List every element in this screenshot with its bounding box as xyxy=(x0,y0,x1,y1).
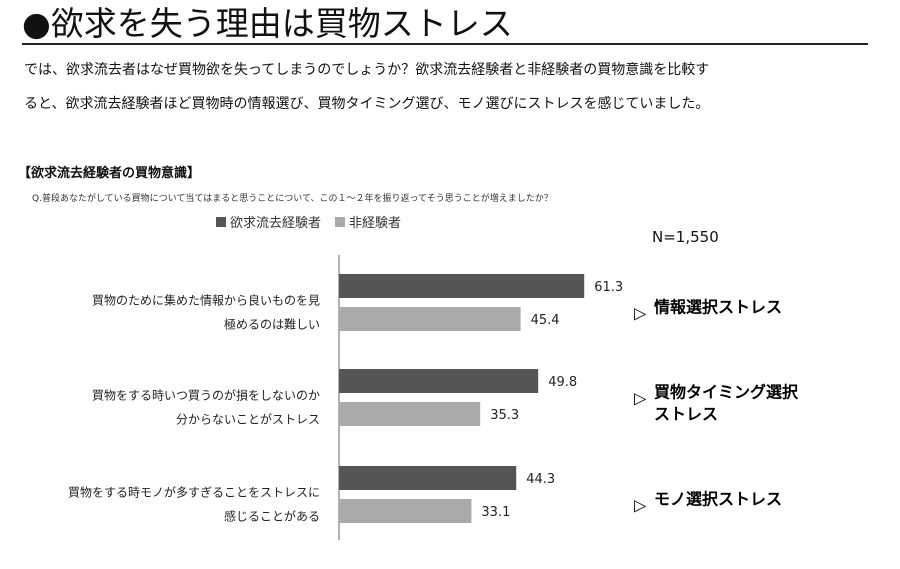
legend-item-experienced: 欲求流去経験者 xyxy=(216,212,321,231)
bar-series-0-cat-2 xyxy=(339,466,517,490)
headline-underline xyxy=(22,43,868,45)
annotation-marker-1: ▷ xyxy=(634,389,647,408)
category-label-2-line-0: 買物をする時モノが多すぎることをストレスに xyxy=(68,485,320,500)
annotation-0: 情報選択ストレス xyxy=(654,298,782,317)
value-label-series-0-cat-1: 49.8 xyxy=(548,375,577,390)
legend-label-experienced: 欲求流去経験者 xyxy=(230,216,322,231)
bar-series-1-cat-1 xyxy=(339,402,481,426)
bar-series-1-cat-0 xyxy=(339,307,521,331)
survey-question: Q.普段あなたがしている買物について当てはまると思うことについて、この１～２年を… xyxy=(32,194,553,204)
page-headline: ●欲求を失う理由は買物ストレス xyxy=(22,4,513,43)
value-label-series-0-cat-2: 44.3 xyxy=(526,472,555,487)
annotation-marker-0: ▷ xyxy=(634,304,647,323)
legend-swatch-experienced xyxy=(216,216,226,227)
bar-series-0-cat-0 xyxy=(339,274,585,298)
annotation-2-line-0: モノ選択ストレス xyxy=(654,490,782,509)
category-label-1-line-1: 分からないことがストレス xyxy=(176,412,320,427)
value-label-series-1-cat-1: 35.3 xyxy=(490,408,519,423)
annotation-1-line-0: 買物タイミング選択 xyxy=(654,383,799,402)
category-label-0-line-1: 極めるのは難しい xyxy=(224,317,320,332)
annotation-1: 買物タイミング選択ストレス xyxy=(654,383,799,424)
chart-legend: 欲求流去経験者 非経験者 xyxy=(216,212,415,231)
bar-series-1-cat-2 xyxy=(339,499,472,523)
legend-item-non-experienced: 非経験者 xyxy=(335,212,401,231)
bar-series-0-cat-1 xyxy=(339,369,539,393)
legend-label-non-experienced: 非経験者 xyxy=(349,216,402,231)
annotation-marker-2: ▷ xyxy=(634,496,647,515)
value-label-series-1-cat-0: 45.4 xyxy=(531,313,560,328)
annotation-1-line-1: ストレス xyxy=(654,405,718,424)
chart-title: 【欲求流去経験者の買物意識】 xyxy=(18,166,201,181)
category-label-1: 買物をする時いつ買うのが損をしないのか分からないことがストレス xyxy=(92,388,320,427)
annotation-2: モノ選択ストレス xyxy=(654,490,782,509)
legend-swatch-non-experienced xyxy=(335,216,346,227)
lead-text-line-2: ると、欲求流去経験者ほど買物時の情報選び、買物タイミング選び、モノ選びにストレス… xyxy=(24,96,710,112)
category-label-0: 買物のために集めた情報から良いものを見極めるのは難しい xyxy=(92,293,320,332)
category-label-2-line-1: 感じることがある xyxy=(224,509,320,524)
value-label-series-1-cat-2: 33.1 xyxy=(481,505,510,520)
category-label-1-line-0: 買物をする時いつ買うのが損をしないのか xyxy=(92,388,320,403)
sample-size: N=1,550 xyxy=(652,228,719,246)
category-label-2: 買物をする時モノが多すぎることをストレスに感じることがある xyxy=(68,485,320,524)
annotation-0-line-0: 情報選択ストレス xyxy=(654,298,782,317)
category-label-0-line-0: 買物のために集めた情報から良いものを見 xyxy=(92,293,320,308)
value-label-series-0-cat-0: 61.3 xyxy=(594,280,623,295)
lead-text-line-1: では、欲求流去者はなぜ買物欲を失ってしまうのでしょうか？欲求流去経験者と非経験者… xyxy=(24,62,710,78)
